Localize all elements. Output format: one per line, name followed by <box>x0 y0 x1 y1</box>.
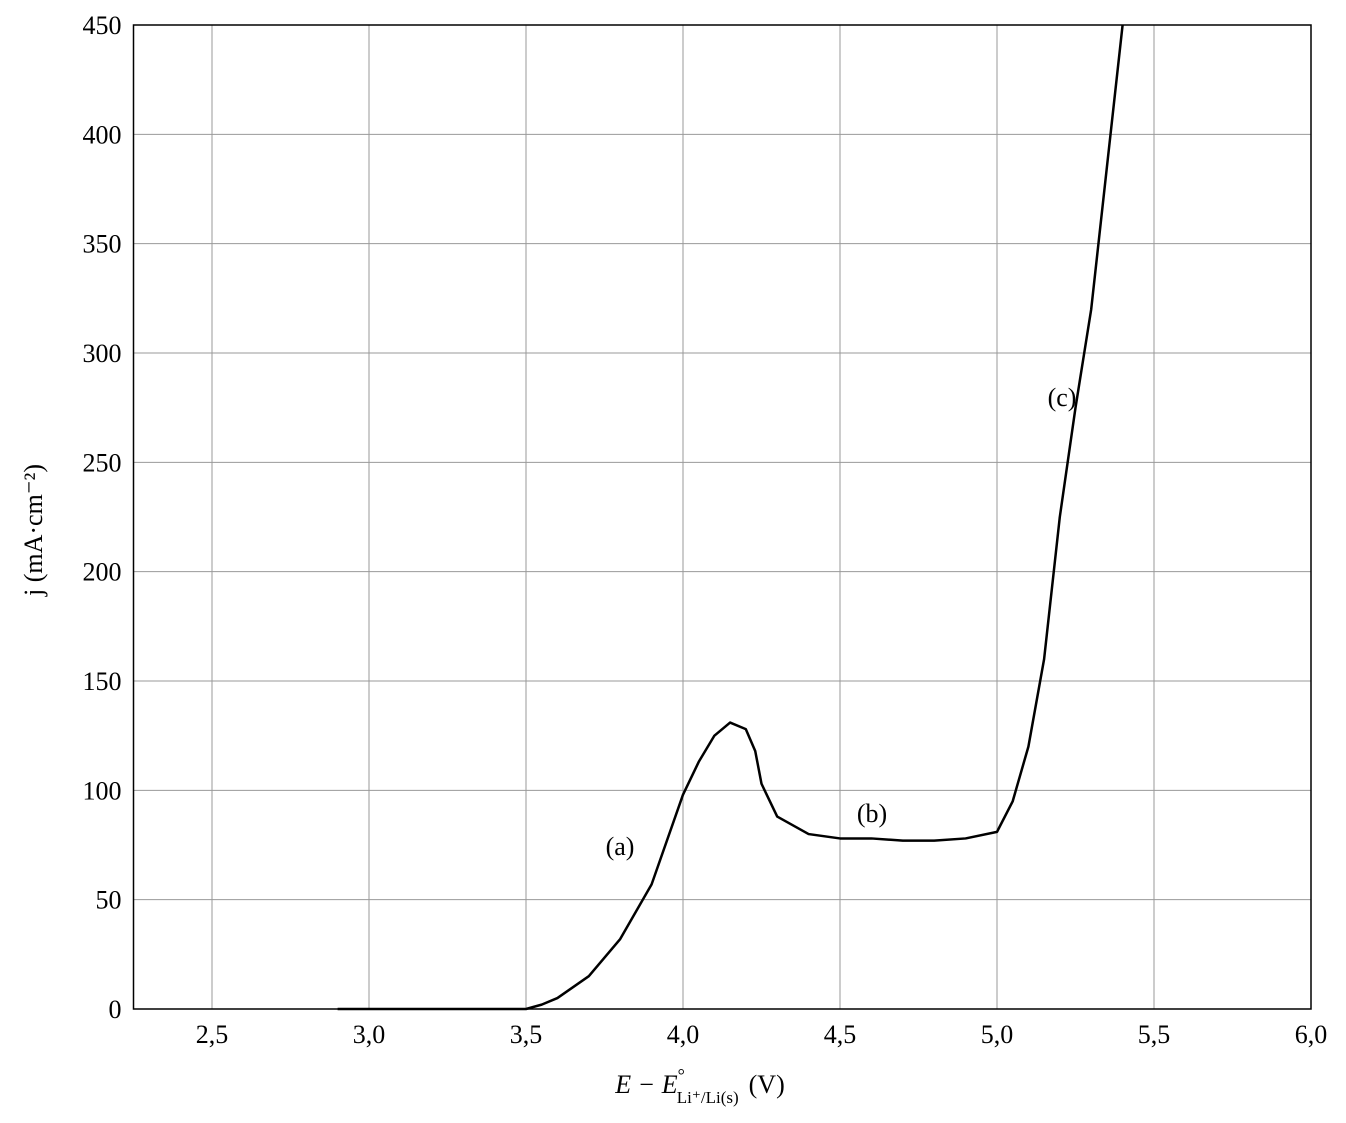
y-tick-label: 250 <box>83 448 122 477</box>
data-line <box>337 24 1124 1011</box>
y-tick-label: 450 <box>83 11 122 40</box>
x-tick-label: 5,0 <box>981 1020 1014 1049</box>
y-tick-label: 150 <box>83 667 122 696</box>
y-axis-label: j (mA·cm⁻²) <box>19 464 48 597</box>
y-tick-label: 50 <box>96 886 122 915</box>
x-tick-label: 5,5 <box>1138 1020 1171 1049</box>
plot-frame <box>132 24 1312 1010</box>
y-tick-label: 200 <box>83 558 122 587</box>
x-tick-label: 2,5 <box>196 1020 229 1049</box>
y-tick-label: 100 <box>83 776 122 805</box>
y-tick-label: 400 <box>83 120 122 149</box>
x-axis-label: E − E° Li⁺/Li(s) (V) <box>614 1065 784 1107</box>
x-tick-label: 6,0 <box>1295 1020 1328 1049</box>
y-tick-label: 350 <box>83 230 122 259</box>
x-tick-label: 4,0 <box>667 1020 700 1049</box>
y-tick-label: 300 <box>83 339 122 368</box>
y-tick-label: 0 <box>109 995 122 1024</box>
x-label-sup: ° <box>678 1065 685 1085</box>
annotation: (b) <box>857 799 887 828</box>
annotation: (c) <box>1048 383 1077 412</box>
x-label-unit: (V) <box>749 1070 785 1099</box>
x-tick-label: 3,0 <box>353 1020 386 1049</box>
x-tick-label: 4,5 <box>824 1020 857 1049</box>
x-tick-label: 3,5 <box>510 1020 543 1049</box>
x-label-main: E − E <box>614 1070 677 1099</box>
annotation: (a) <box>606 832 635 861</box>
x-label-sub: Li⁺/Li(s) <box>677 1088 739 1107</box>
